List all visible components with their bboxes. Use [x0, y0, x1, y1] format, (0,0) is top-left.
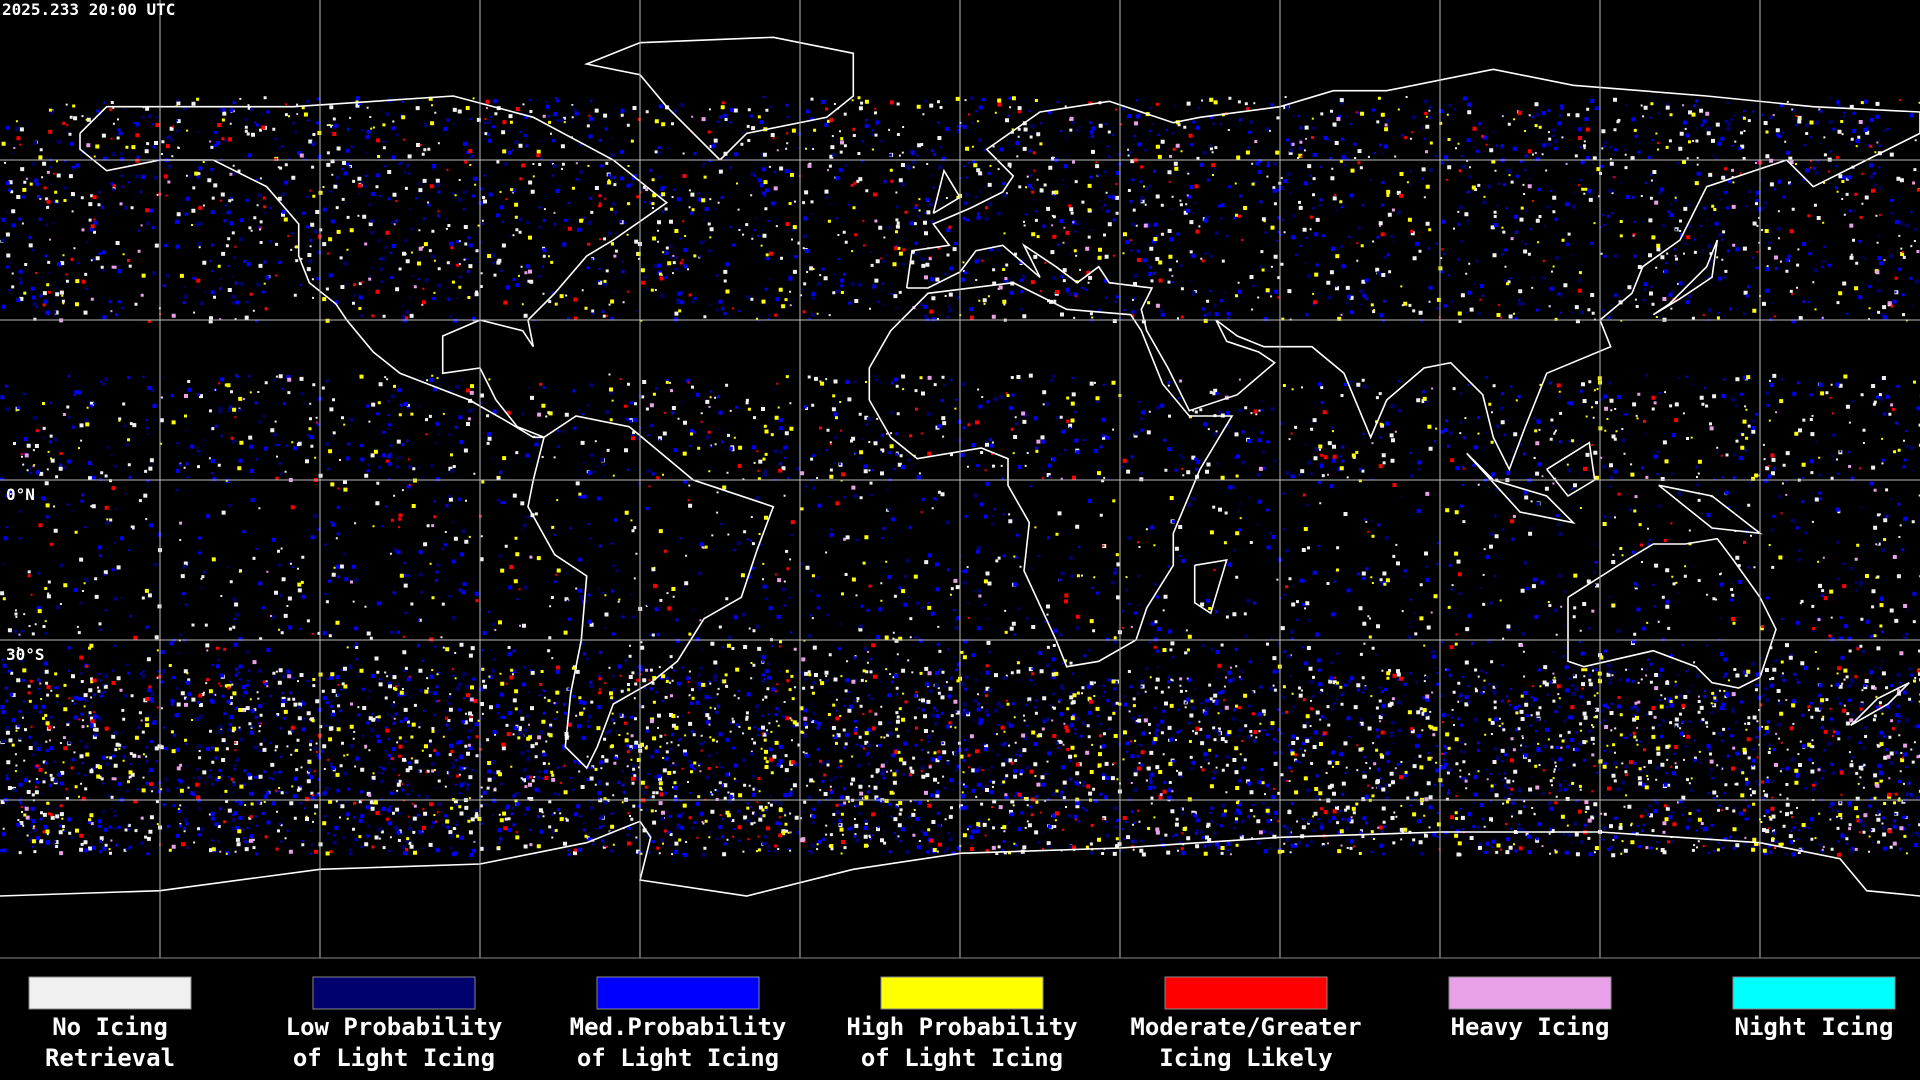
legend-label: High Probability — [846, 1013, 1077, 1041]
legend-swatch — [880, 976, 1044, 1010]
legend-label: of Light Icing — [861, 1044, 1063, 1072]
coastline — [527, 415, 775, 770]
coastline — [932, 168, 962, 214]
legend-swatch — [1164, 976, 1328, 1010]
coastline — [1652, 239, 1719, 316]
coastline — [1466, 452, 1576, 525]
legend-swatch — [28, 976, 192, 1010]
legend-label: Night Icing — [1735, 1013, 1894, 1041]
legend-swatch — [1732, 976, 1896, 1010]
legend-label: Retrieval — [45, 1044, 175, 1072]
legend-label: Heavy Icing — [1451, 1013, 1610, 1041]
legend-label: of Light Icing — [577, 1044, 779, 1072]
lat-label: 0°N — [6, 485, 35, 504]
coastline — [1850, 681, 1910, 726]
legend: No Icing Retrieval Low Probability of Light… — [28, 976, 1896, 1072]
legend-label: Icing Likely — [1159, 1044, 1332, 1072]
legend-label: Low Probability — [286, 1013, 503, 1041]
legend-swatch — [312, 976, 476, 1010]
legend-label: No Icing — [52, 1013, 168, 1041]
graticule — [0, 0, 1920, 958]
coastline — [868, 281, 1234, 668]
lat-labels: 0°N 30°S — [6, 485, 45, 664]
legend-label: of Light Icing — [293, 1044, 495, 1072]
coastline — [905, 68, 1920, 472]
legend-swatch — [1448, 976, 1612, 1010]
legend-label: Moderate/Greater — [1130, 1013, 1361, 1041]
coastline — [1193, 559, 1228, 615]
timestamp: 2025.233 20:00 UTC — [2, 0, 175, 19]
coastline — [1567, 537, 1777, 689]
lat-label: 30°S — [6, 645, 45, 664]
legend-swatch — [596, 976, 760, 1010]
legend-label: Med.Probability — [570, 1013, 787, 1041]
coastline — [583, 36, 855, 161]
